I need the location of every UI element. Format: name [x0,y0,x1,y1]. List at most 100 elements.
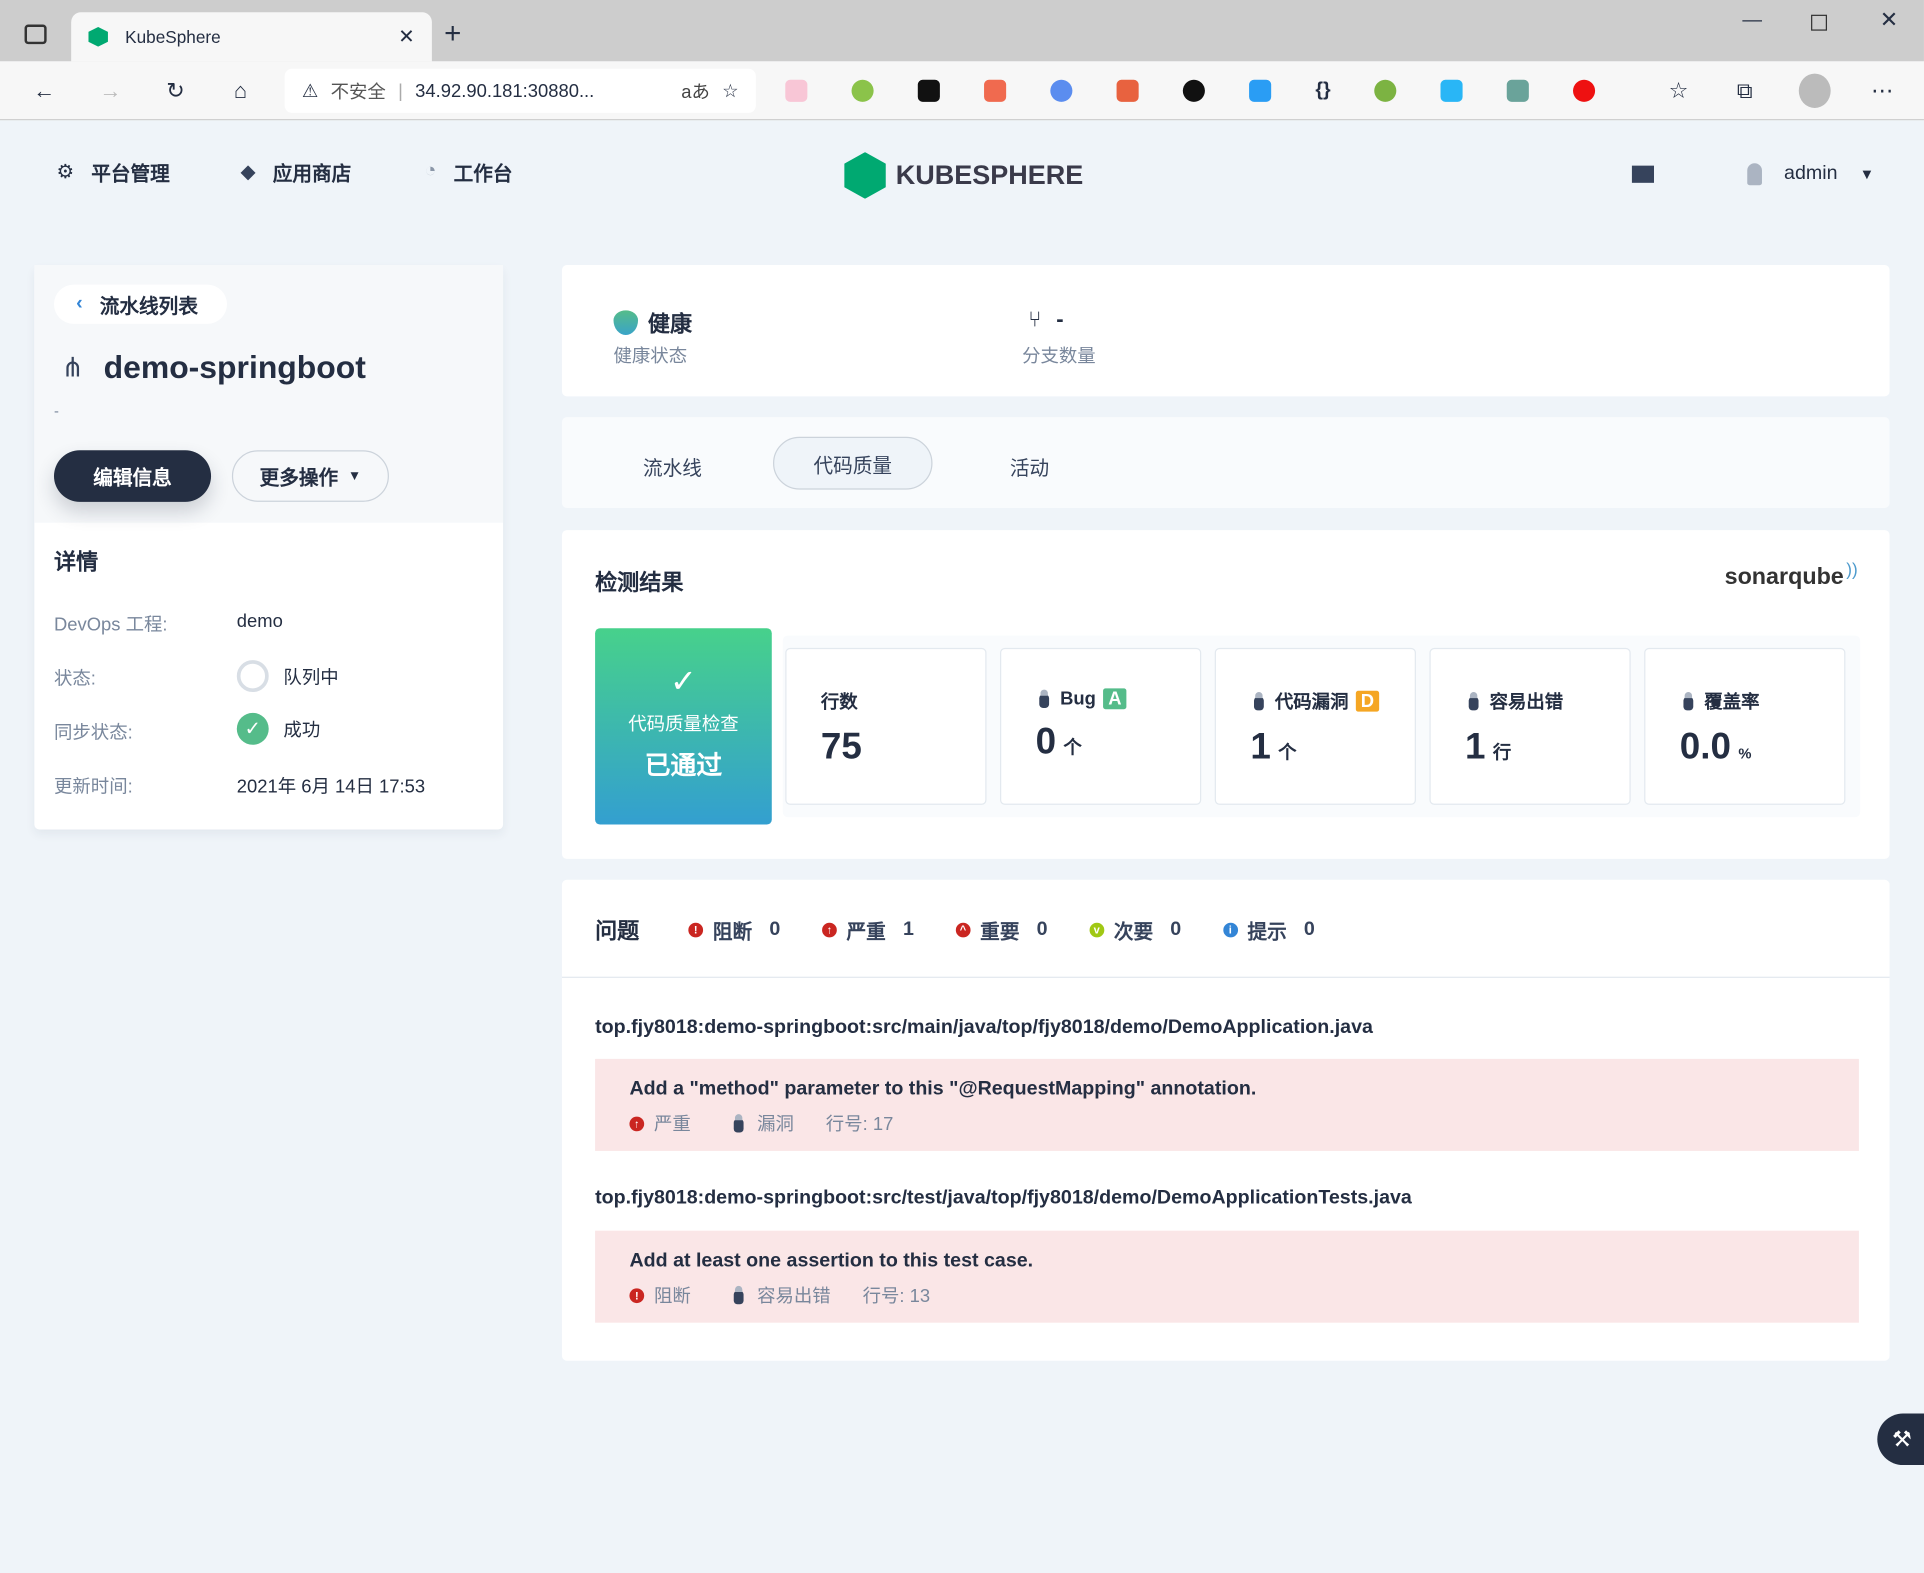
check-icon: ✓ [670,662,697,700]
sonarqube-logo-text: sonarqube [1724,564,1844,591]
detail-label: DevOps 工程: [53,614,168,636]
severity-label: 阻断 [712,922,753,944]
pipeline-icon: ⋔ [61,351,84,383]
adblock-icon[interactable] [1573,79,1596,102]
maximize-button[interactable] [1811,14,1828,31]
issue-line: 行号: 13 [862,1285,931,1307]
success-check-icon: ✓ [236,712,269,745]
security-label: 不安全 [330,81,386,103]
issue-item[interactable]: Add a "method" parameter to this "@Reque… [595,1058,1859,1151]
extension-icon[interactable] [917,79,940,102]
close-tab-icon[interactable]: ✕ [398,26,415,48]
browser-tab[interactable]: KubeSphere ✕ [71,12,432,62]
metric-coverage: 覆盖率 0.0% [1644,647,1846,805]
new-tab-button[interactable]: + [444,17,462,51]
extensions-bar: {} [785,79,1596,102]
kubesphere-logo[interactable]: KUBESPHERE [844,152,1083,199]
nav-label: 应用商店 [272,164,352,186]
critical-icon: ↑ [821,922,837,938]
home-icon[interactable]: ⌂ [233,77,248,103]
caret-down-icon: ▼ [347,468,362,484]
more-actions-label: 更多操作 [259,468,339,490]
user-menu[interactable]: admin ▼ [1747,163,1874,186]
issue-severity: 阻断 [653,1285,691,1307]
gear-icon: ⚙ [56,161,75,183]
metric-title: 代码漏洞 [1274,692,1349,713]
more-actions-button[interactable]: 更多操作 ▼ [231,450,389,502]
more-icon[interactable]: ⋯ [1871,77,1894,103]
collections-icon[interactable]: ⧉ [1736,77,1753,103]
issue-file-path: top.fjy8018:demo-springboot:src/main/jav… [595,1017,1373,1039]
tab-pipeline[interactable]: 流水线 [642,458,702,480]
edit-info-button[interactable]: 编辑信息 [53,450,212,502]
bug-icon [1680,691,1697,711]
docs-icon[interactable] [1631,165,1654,183]
metric-value: 0.0 [1679,726,1731,767]
username: admin [1784,163,1838,185]
tab-code-quality[interactable]: 代码质量 [773,436,933,490]
severity-critical: ↑ 严重 1 [821,915,914,944]
tab-title: KubeSphere [125,26,221,47]
extension-icon[interactable] [785,79,808,102]
extension-icon[interactable] [1116,79,1139,102]
favorite-add-icon[interactable]: ☆ [722,80,739,102]
extension-icon[interactable] [1182,79,1205,102]
metric-title: Bug [1060,688,1096,710]
tab-activity[interactable]: 活动 [1009,458,1050,480]
severity-count: 1 [902,919,914,940]
severity-minor: v 次要 0 [1089,915,1181,944]
rating-badge: D [1355,690,1379,712]
issue-item[interactable]: Add at least one assertion to this test … [595,1230,1859,1323]
blocker-icon: ! [629,1287,645,1303]
tab-actions-icon[interactable] [24,24,47,45]
forward-icon[interactable]: → [99,77,122,103]
bug-icon [730,1285,747,1305]
translate-icon[interactable] [1249,79,1272,102]
nav-app-store[interactable]: ◆ 应用商店 [240,157,351,186]
blocker-icon: ! [688,922,704,938]
minimize-button[interactable]: — [1742,9,1762,31]
extension-icon[interactable] [1374,79,1397,102]
tab-bar: 流水线 代码质量 活动 [561,417,1890,508]
issues-heading: 问题 [595,919,640,944]
close-window-button[interactable]: ✕ [1879,7,1899,32]
json-icon[interactable]: {} [1315,79,1331,101]
nav-platform[interactable]: ⚙ 平台管理 [56,157,169,186]
severity-blocker: ! 阻断 0 [688,915,780,944]
branch-icon: ⑂ [1028,306,1042,332]
profile-avatar[interactable] [1798,73,1831,108]
detail-value: 队列中 [283,666,339,688]
bug-icon [1036,688,1053,709]
browser-tab-strip: KubeSphere ✕ + — ✕ [0,0,1924,62]
browser-toolbar: ← → ↻ ⌂ ⚠ 不安全 | 34.92.90.181:30880... aあ… [0,61,1924,121]
back-icon[interactable]: ← [33,77,56,103]
queued-status-icon [236,660,269,693]
extension-icon[interactable] [984,79,1007,102]
back-to-pipeline-list[interactable]: ‹ 流水线列表 [53,284,228,324]
gate-label: 代码质量检查 [628,714,739,735]
favorites-icon[interactable]: ☆ [1668,77,1689,103]
severity-label: 次要 [1113,922,1154,944]
gate-status: 已通过 [644,752,723,781]
reload-icon[interactable]: ↻ [166,77,185,103]
user-icon [1747,163,1762,186]
metric-value: 0 [1035,721,1057,762]
read-aloud-icon[interactable]: aあ [681,81,710,103]
extension-icon[interactable] [1441,79,1464,102]
nav-label: 工作台 [453,164,513,186]
minor-icon: v [1089,922,1105,938]
hammer-icon: ⚒ [1892,1426,1912,1451]
severity-label: 提示 [1247,922,1287,944]
toolbox-button[interactable]: ⚒ [1877,1413,1924,1466]
nav-workbench[interactable]: ◔ 工作台 [425,157,513,186]
address-bar[interactable]: ⚠ 不安全 | 34.92.90.181:30880... aあ ☆ [284,68,756,113]
kubesphere-logo-icon [844,152,886,199]
extension-icon[interactable] [1507,79,1530,102]
branch-count: - [1056,306,1064,332]
issue-line: 行号: 17 [825,1114,894,1135]
extension-icon[interactable] [851,79,874,102]
details-heading: 详情 [53,549,99,575]
severity-count: 0 [1303,919,1315,940]
extension-icon[interactable] [1050,79,1073,102]
metric-unit: 个 [1278,742,1297,764]
